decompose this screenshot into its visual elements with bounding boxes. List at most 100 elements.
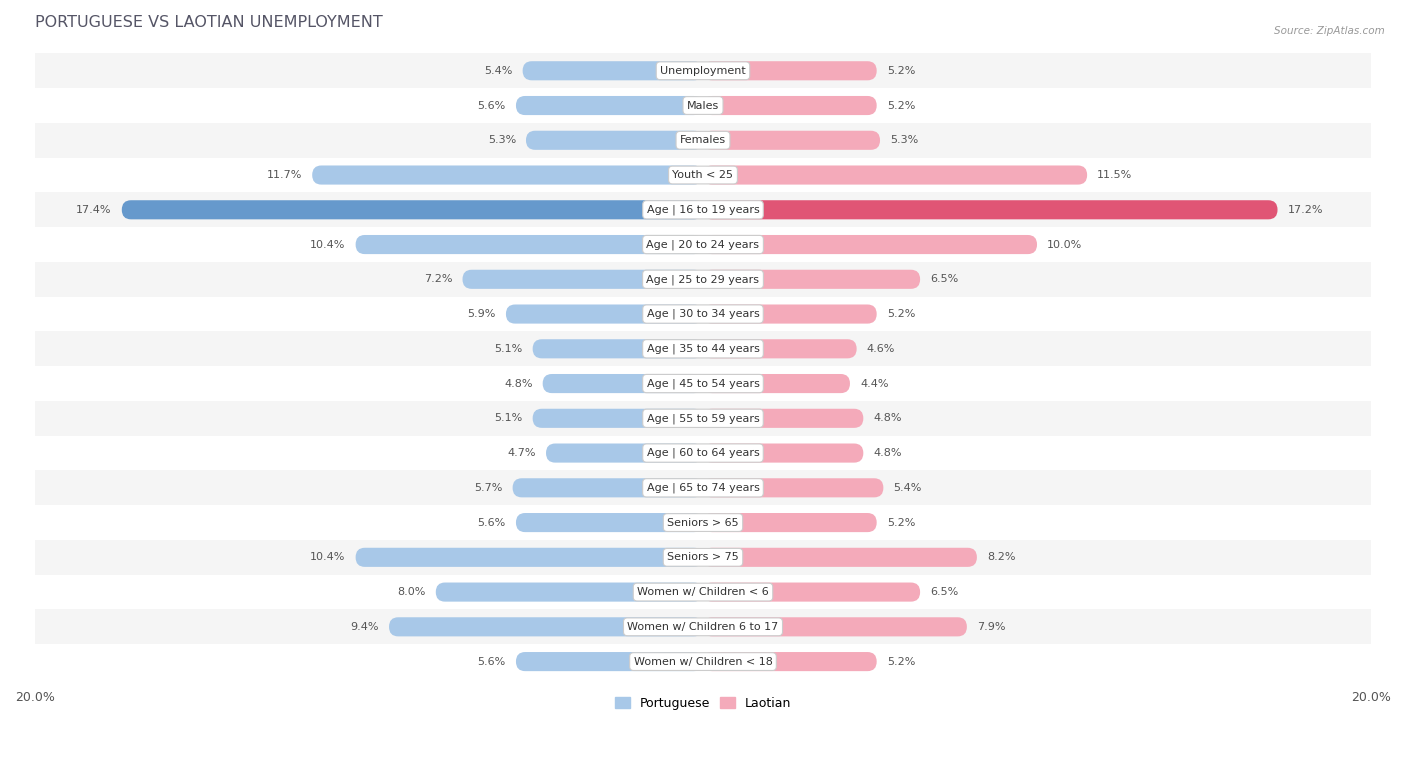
FancyBboxPatch shape: [703, 269, 920, 289]
Text: Unemployment: Unemployment: [661, 66, 745, 76]
FancyBboxPatch shape: [703, 478, 883, 497]
FancyBboxPatch shape: [546, 444, 703, 463]
FancyBboxPatch shape: [463, 269, 703, 289]
Text: 4.8%: 4.8%: [873, 448, 901, 458]
Text: Age | 16 to 19 years: Age | 16 to 19 years: [647, 204, 759, 215]
Text: Women w/ Children < 18: Women w/ Children < 18: [634, 656, 772, 667]
FancyBboxPatch shape: [703, 652, 877, 671]
Text: 5.2%: 5.2%: [887, 101, 915, 111]
Bar: [35, 332, 1371, 366]
Text: Age | 55 to 59 years: Age | 55 to 59 years: [647, 413, 759, 424]
Text: Youth < 25: Youth < 25: [672, 170, 734, 180]
Bar: [35, 192, 1371, 227]
FancyBboxPatch shape: [526, 131, 703, 150]
Text: 5.1%: 5.1%: [495, 344, 523, 354]
Text: Women w/ Children 6 to 17: Women w/ Children 6 to 17: [627, 621, 779, 632]
Text: Age | 35 to 44 years: Age | 35 to 44 years: [647, 344, 759, 354]
FancyBboxPatch shape: [703, 583, 920, 602]
FancyBboxPatch shape: [703, 166, 1087, 185]
Bar: [35, 436, 1371, 470]
FancyBboxPatch shape: [703, 339, 856, 358]
Text: 4.7%: 4.7%: [508, 448, 536, 458]
Text: 10.0%: 10.0%: [1047, 239, 1083, 250]
Text: Seniors > 75: Seniors > 75: [666, 553, 740, 562]
Text: 17.2%: 17.2%: [1288, 205, 1323, 215]
Text: Age | 25 to 29 years: Age | 25 to 29 years: [647, 274, 759, 285]
Bar: [35, 123, 1371, 157]
Text: 10.4%: 10.4%: [311, 553, 346, 562]
FancyBboxPatch shape: [703, 304, 877, 323]
Bar: [35, 505, 1371, 540]
Text: Seniors > 65: Seniors > 65: [668, 518, 738, 528]
FancyBboxPatch shape: [513, 478, 703, 497]
Text: PORTUGUESE VS LAOTIAN UNEMPLOYMENT: PORTUGUESE VS LAOTIAN UNEMPLOYMENT: [35, 15, 382, 30]
Bar: [35, 575, 1371, 609]
Text: Age | 60 to 64 years: Age | 60 to 64 years: [647, 448, 759, 458]
FancyBboxPatch shape: [703, 617, 967, 637]
Bar: [35, 644, 1371, 679]
Bar: [35, 609, 1371, 644]
FancyBboxPatch shape: [389, 617, 703, 637]
FancyBboxPatch shape: [436, 583, 703, 602]
Text: Women w/ Children < 6: Women w/ Children < 6: [637, 587, 769, 597]
Text: 5.3%: 5.3%: [890, 136, 918, 145]
FancyBboxPatch shape: [703, 444, 863, 463]
Text: 4.6%: 4.6%: [866, 344, 896, 354]
FancyBboxPatch shape: [516, 652, 703, 671]
Bar: [35, 157, 1371, 192]
Text: 5.3%: 5.3%: [488, 136, 516, 145]
FancyBboxPatch shape: [122, 201, 703, 220]
Bar: [35, 54, 1371, 88]
Bar: [35, 470, 1371, 505]
Text: Age | 20 to 24 years: Age | 20 to 24 years: [647, 239, 759, 250]
Bar: [35, 401, 1371, 436]
Text: 8.0%: 8.0%: [398, 587, 426, 597]
Bar: [35, 88, 1371, 123]
Text: 5.7%: 5.7%: [474, 483, 502, 493]
FancyBboxPatch shape: [533, 409, 703, 428]
Text: 9.4%: 9.4%: [350, 621, 380, 632]
Text: 5.2%: 5.2%: [887, 66, 915, 76]
Text: Age | 45 to 54 years: Age | 45 to 54 years: [647, 378, 759, 389]
Text: Age | 30 to 34 years: Age | 30 to 34 years: [647, 309, 759, 319]
FancyBboxPatch shape: [703, 61, 877, 80]
FancyBboxPatch shape: [506, 304, 703, 323]
Text: Females: Females: [681, 136, 725, 145]
Bar: [35, 227, 1371, 262]
Text: 5.6%: 5.6%: [478, 518, 506, 528]
Text: 5.2%: 5.2%: [887, 656, 915, 667]
Legend: Portuguese, Laotian: Portuguese, Laotian: [610, 692, 796, 715]
FancyBboxPatch shape: [356, 235, 703, 254]
Bar: [35, 366, 1371, 401]
Text: 7.9%: 7.9%: [977, 621, 1005, 632]
FancyBboxPatch shape: [543, 374, 703, 393]
Bar: [35, 262, 1371, 297]
FancyBboxPatch shape: [703, 548, 977, 567]
Text: 4.8%: 4.8%: [505, 378, 533, 388]
FancyBboxPatch shape: [703, 513, 877, 532]
Text: 5.2%: 5.2%: [887, 309, 915, 319]
Bar: [35, 297, 1371, 332]
Text: 5.4%: 5.4%: [484, 66, 513, 76]
Text: 5.6%: 5.6%: [478, 656, 506, 667]
Text: 11.5%: 11.5%: [1097, 170, 1132, 180]
Text: 11.7%: 11.7%: [267, 170, 302, 180]
FancyBboxPatch shape: [703, 374, 851, 393]
Text: 5.1%: 5.1%: [495, 413, 523, 423]
Text: 6.5%: 6.5%: [931, 274, 959, 285]
FancyBboxPatch shape: [703, 409, 863, 428]
FancyBboxPatch shape: [703, 235, 1038, 254]
Text: 5.4%: 5.4%: [893, 483, 922, 493]
FancyBboxPatch shape: [703, 131, 880, 150]
Text: 4.4%: 4.4%: [860, 378, 889, 388]
Text: 17.4%: 17.4%: [76, 205, 111, 215]
FancyBboxPatch shape: [703, 201, 1278, 220]
FancyBboxPatch shape: [312, 166, 703, 185]
FancyBboxPatch shape: [516, 513, 703, 532]
FancyBboxPatch shape: [703, 96, 877, 115]
Text: 5.2%: 5.2%: [887, 518, 915, 528]
Text: 5.9%: 5.9%: [468, 309, 496, 319]
FancyBboxPatch shape: [356, 548, 703, 567]
FancyBboxPatch shape: [533, 339, 703, 358]
Text: Age | 65 to 74 years: Age | 65 to 74 years: [647, 482, 759, 493]
